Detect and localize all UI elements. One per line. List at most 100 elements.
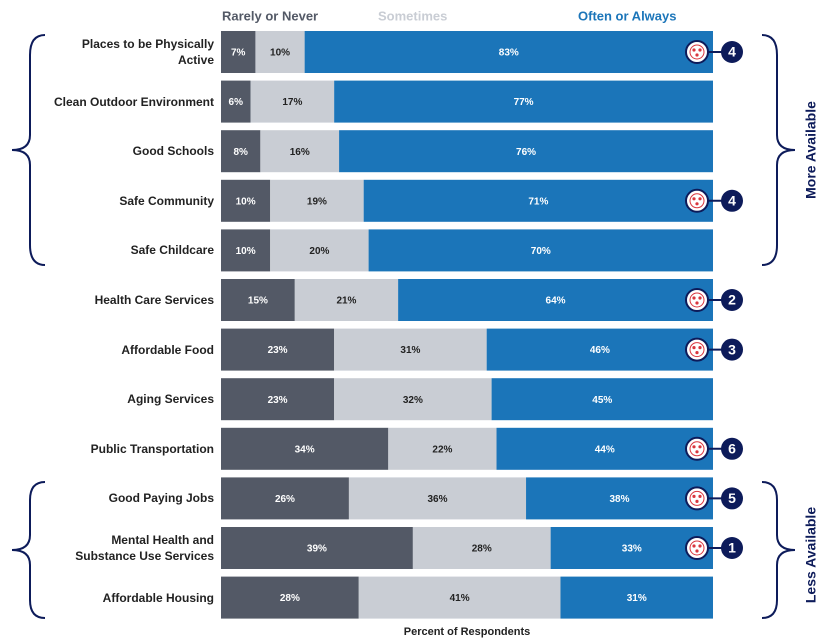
bar-segment [304, 31, 713, 73]
star [698, 445, 702, 449]
bar-segment [221, 31, 256, 73]
star-badge-ring [689, 292, 705, 308]
star [698, 494, 702, 498]
category-label: Health Care Services [94, 293, 214, 307]
bar-segment [221, 378, 335, 421]
category-label: Safe Childcare [130, 243, 214, 258]
value-label: 44% [595, 444, 615, 455]
bar-segment [526, 477, 713, 520]
star [695, 202, 699, 206]
star [698, 48, 702, 52]
value-label: 77% [514, 97, 534, 108]
star-badge [685, 337, 709, 362]
bar-segment [334, 80, 713, 123]
rank-badge [721, 41, 743, 63]
value-label: 20% [309, 246, 329, 257]
category-label: Public Transportation [90, 441, 214, 456]
legend-label: Often or Always [578, 8, 676, 23]
value-label: 34% [295, 444, 315, 455]
value-label: 41% [450, 593, 470, 604]
value-label: 10% [236, 246, 256, 257]
value-label: 23% [268, 345, 288, 356]
bar-segment [368, 229, 713, 272]
bar-segment [221, 279, 295, 321]
bar-segment [270, 179, 364, 222]
star-badge-ring [689, 441, 705, 457]
category-label: Affordable Housing [102, 590, 214, 605]
bar-segment [496, 427, 713, 470]
star [692, 48, 696, 52]
bar-segment [221, 576, 359, 619]
star [692, 445, 696, 449]
bar-segment [334, 328, 487, 371]
value-label: 46% [590, 345, 610, 356]
star [695, 351, 699, 355]
group-label: Less Available [803, 507, 817, 603]
star [692, 346, 696, 350]
bar-segment [221, 328, 335, 371]
bracket [11, 34, 46, 266]
bar-segment [221, 80, 251, 123]
bracket [11, 481, 46, 619]
rank-badge [721, 537, 743, 559]
star-badge [685, 486, 709, 511]
value-label: 28% [280, 593, 300, 604]
star [698, 544, 702, 548]
value-label: 8% [233, 147, 248, 158]
star-badge-ring [689, 490, 705, 506]
value-label: 10% [270, 48, 290, 59]
legend-label: Sometimes [378, 8, 447, 23]
value-label: 45% [592, 395, 612, 406]
star [692, 197, 696, 201]
rank-badge [721, 289, 743, 311]
value-label: 83% [499, 48, 519, 59]
bar-segment [294, 279, 399, 321]
star [692, 494, 696, 498]
value-label: 7% [231, 48, 246, 59]
value-label: 26% [275, 494, 295, 505]
rank-label: 4 [728, 44, 736, 60]
value-label: 23% [268, 395, 288, 406]
rank-label: 5 [728, 490, 736, 506]
bar-segment [334, 378, 492, 421]
value-label: 70% [531, 246, 551, 257]
category-label: Aging Services [127, 392, 214, 407]
value-label: 33% [622, 544, 642, 555]
bar-segment [270, 229, 369, 272]
category-label: Places to be Physically Active [81, 37, 214, 67]
star-badge [685, 536, 709, 560]
star-badge-ring [689, 193, 705, 209]
star-badge-ring [689, 44, 705, 60]
category-label: Affordable Food [121, 342, 214, 357]
bracket [761, 481, 796, 619]
value-label: 28% [472, 544, 492, 555]
star [695, 499, 699, 503]
rank-label: 6 [728, 441, 736, 457]
category-label: Safe Community [119, 193, 214, 208]
rank-badge [721, 437, 743, 460]
rank-label: 1 [728, 540, 736, 556]
star [692, 296, 696, 300]
value-label: 36% [427, 494, 447, 505]
star [698, 197, 702, 201]
bar-segment [412, 527, 551, 569]
category-label: Good Paying Jobs [108, 491, 214, 506]
value-label: 15% [248, 296, 268, 307]
star [695, 450, 699, 454]
star-badge-ring [689, 342, 705, 358]
value-label: 71% [528, 196, 548, 207]
star-badge [685, 188, 709, 213]
value-label: 22% [432, 444, 452, 455]
x-axis-label: Percent of Respondents [404, 626, 531, 638]
bar-segment [221, 527, 413, 569]
star [698, 346, 702, 350]
value-label: 21% [336, 296, 356, 307]
value-label: 39% [307, 544, 327, 555]
star [695, 549, 699, 553]
star [695, 53, 699, 57]
bar-segment [221, 427, 389, 470]
value-label: 6% [229, 97, 244, 108]
value-label: 16% [290, 147, 310, 158]
bar-segment [221, 229, 271, 272]
rank-label: 2 [728, 292, 736, 308]
